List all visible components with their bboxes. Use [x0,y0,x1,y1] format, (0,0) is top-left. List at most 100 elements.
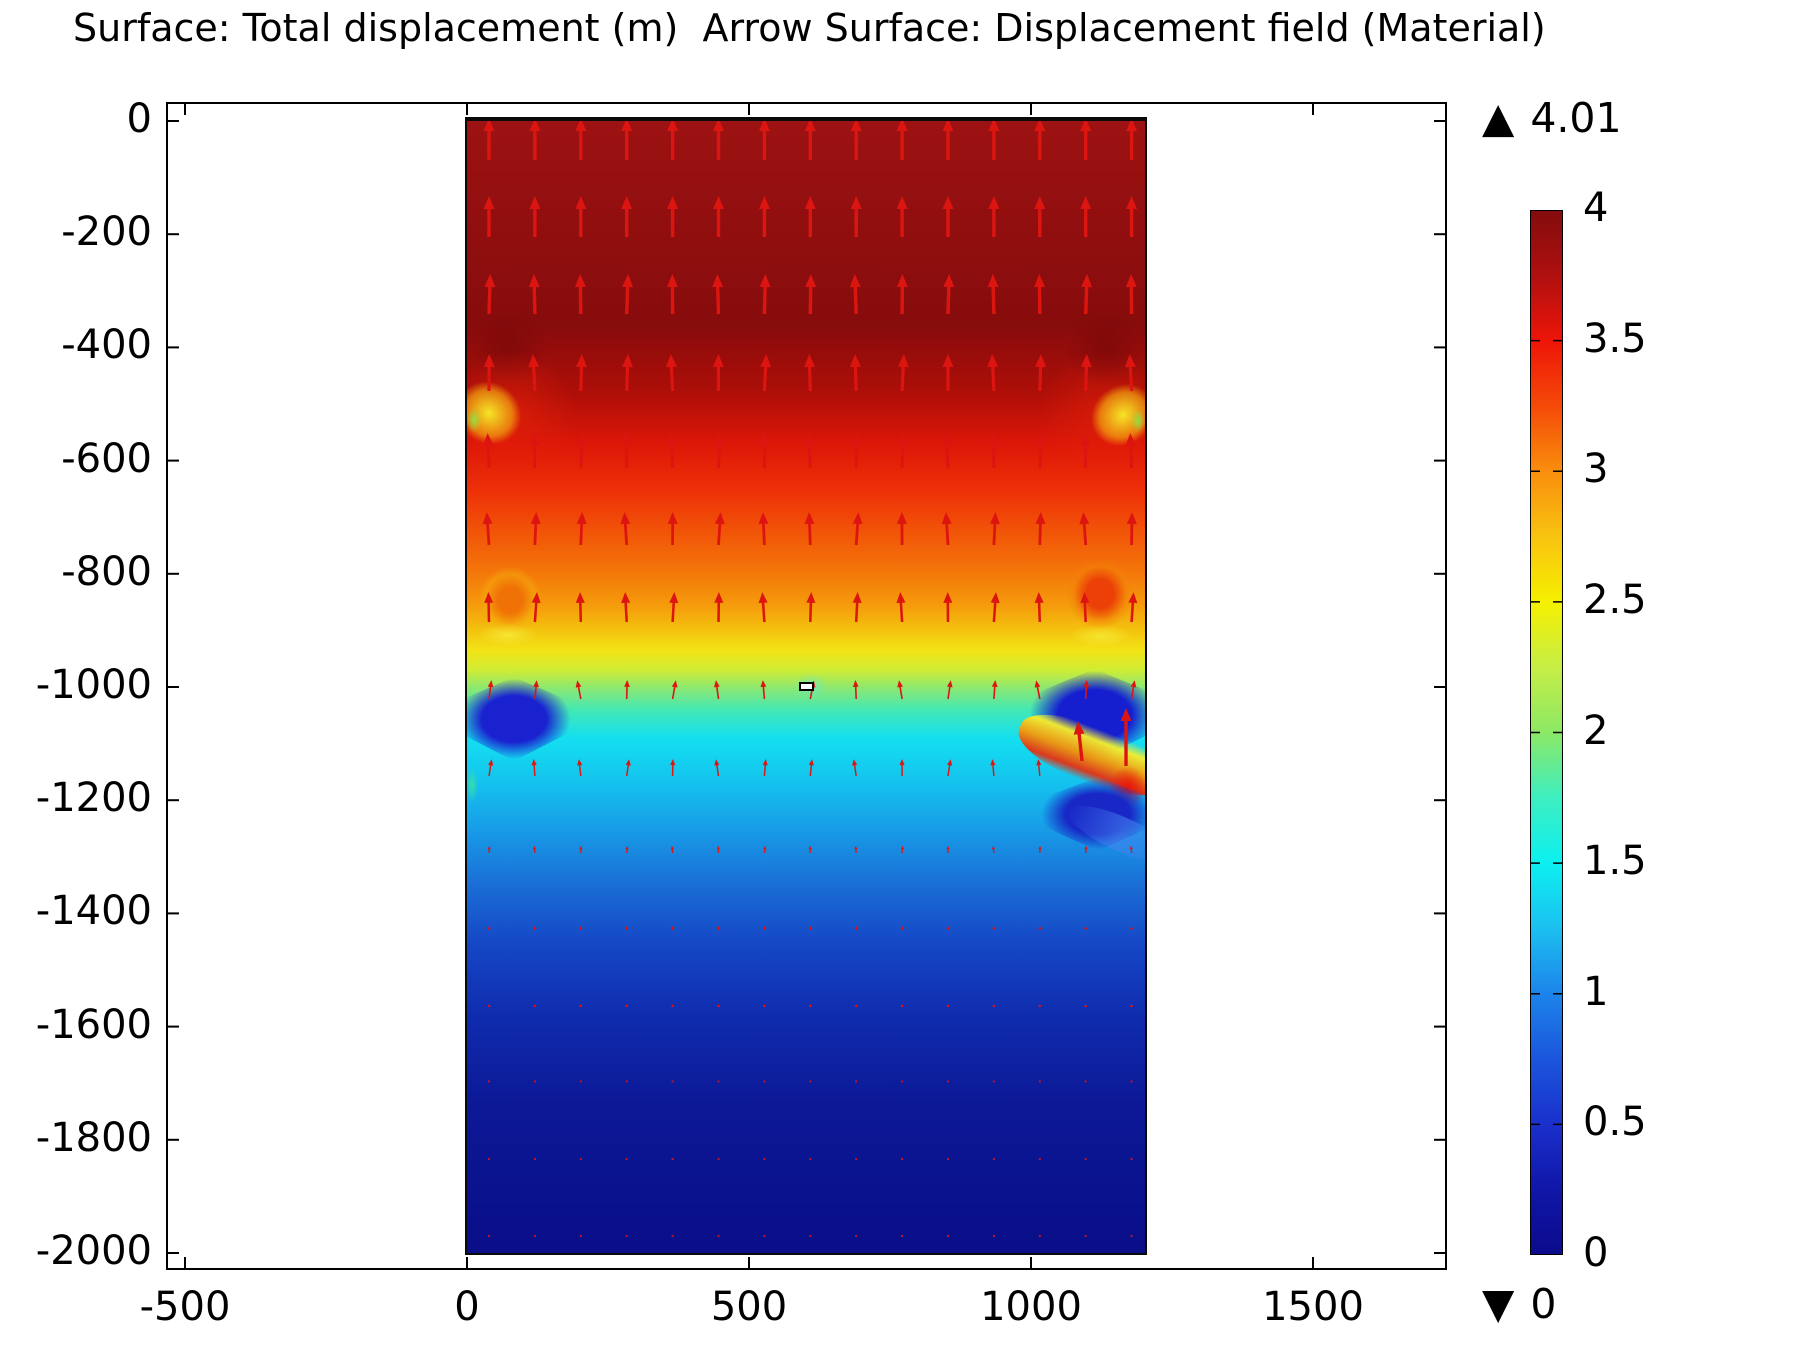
arrow [670,846,674,854]
arrow [941,433,953,469]
arrow [855,1080,858,1083]
arrow [808,759,814,777]
arrow [717,1235,720,1237]
arrow [992,1004,996,1007]
arrow [712,354,724,392]
arrow [1073,721,1085,762]
arrow [487,926,491,930]
arrow [992,926,996,930]
arrow [896,121,908,160]
arrow [1034,592,1044,623]
arrow [1035,433,1047,469]
arrow [763,846,767,854]
y-tick-label: -600 [61,435,152,482]
arrow [1081,274,1093,315]
arrow [714,512,725,546]
arrow [670,759,676,777]
arrow [1080,196,1092,237]
arrow [579,1080,582,1083]
arrow [533,1158,536,1160]
arrow [1125,433,1137,469]
arrow [1034,680,1041,700]
arrow [669,592,679,623]
arrow [989,512,1000,546]
arrow [762,926,767,930]
arrow [1079,433,1091,469]
arrow [482,512,493,546]
arrow [897,433,909,469]
arrow [716,926,721,930]
arrow [576,433,588,469]
arrow [625,1004,629,1007]
arrow [896,512,907,546]
arrow [852,512,863,546]
arrow [1126,121,1138,160]
arrow [666,274,678,315]
colorbar-tick-label: 1 [1583,968,1609,1015]
displacement-arrow-field [482,121,1138,1237]
min-value-annotation: ▼ 0 [1482,1279,1556,1329]
arrow [946,926,950,930]
arrow [1128,592,1138,623]
arrow [575,121,587,160]
probe-marker [799,682,814,691]
y-tick-label: -1800 [35,1114,152,1161]
surface-feature [471,621,545,649]
y-tick-label: -2000 [35,1228,152,1274]
arrow [1038,1004,1042,1007]
surface-feature [1063,623,1139,649]
arrow [625,1235,628,1237]
arrow [901,1080,904,1083]
arrow [991,846,996,854]
min-triangle-icon: ▼ [1482,1279,1515,1328]
x-tick-label: 0 [454,1284,480,1330]
arrow [1129,1004,1134,1007]
arrow [483,196,495,237]
arrow [1124,354,1136,392]
arrow [763,1158,766,1160]
arrow [579,1158,582,1160]
arrow [990,592,1000,623]
arrow [852,759,858,777]
arrow [625,926,629,930]
surface-feature [467,405,483,435]
arrow [1130,1235,1133,1237]
arrow [946,1004,950,1007]
arrow [899,759,905,777]
arrow [1126,512,1137,546]
arrow [1035,512,1046,546]
arrow [531,759,537,777]
arrow [852,680,859,700]
arrow [532,846,537,854]
arrow [488,1080,490,1083]
arrow [483,121,495,160]
arrow [758,512,769,546]
arrow [804,196,816,237]
arrow [806,592,816,623]
arrow [625,1158,628,1160]
surface-feature [1129,407,1145,435]
arrow [713,121,724,160]
arrow [901,1158,904,1160]
x-tick-label: 1000 [980,1284,1082,1330]
y-tick-label: 0 [126,96,152,142]
arrow [579,1235,582,1237]
arrow [488,759,494,777]
arrow [1036,759,1042,777]
arrow [1126,196,1138,237]
arrow [621,196,633,237]
arrow [528,274,540,315]
arrow [1084,1080,1087,1083]
arrow [1084,1235,1087,1237]
surface-plot [465,117,1147,1255]
arrow [947,1080,949,1083]
arrow [988,121,1000,160]
arrow [533,926,537,930]
arrow [671,1080,674,1083]
arrow [487,846,491,854]
arrow [763,1235,766,1237]
x-tick-label: 1500 [1262,1284,1364,1330]
arrow [850,196,862,237]
arrow [760,354,772,392]
